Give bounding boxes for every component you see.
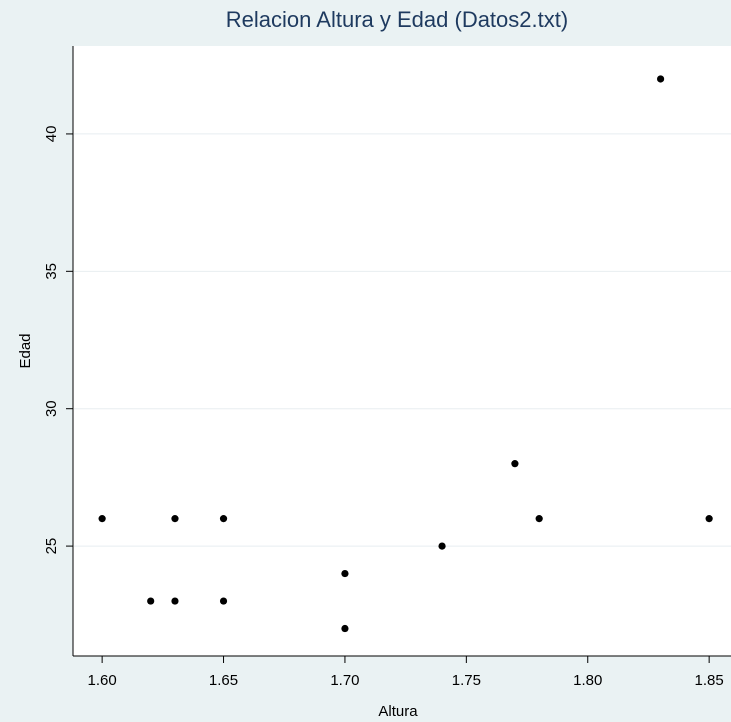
data-point [219,515,228,523]
y-tick-label: 40 [43,126,60,143]
data-point [341,624,349,633]
data-point [171,597,179,605]
x-tick-label: 1.75 [452,672,481,689]
x-axis-ticks: 1.60 1.65 1.70 1.75 1.80 1.85 [88,656,724,689]
data-point [98,515,106,523]
data-point [341,569,349,578]
x-tick-label: 1.60 [88,672,117,689]
x-tick-label: 1.70 [330,672,359,689]
data-point [705,515,713,523]
x-axis-label: Altura [378,703,418,720]
data-points [98,75,713,633]
x-tick-label: 1.85 [695,672,724,689]
grid-lines [74,133,731,547]
plot-area [73,46,731,656]
y-axis-ticks: 25 30 35 40 [43,126,73,555]
y-tick-label: 25 [43,538,60,555]
data-point [147,597,155,605]
y-axis-label: Edad [17,333,34,368]
x-tick-label: 1.65 [209,672,238,689]
data-point [438,542,446,550]
data-point [511,460,519,468]
y-tick-label: 30 [43,400,60,417]
x-tick-label: 1.80 [573,672,602,689]
chart-title: Relacion Altura y Edad (Datos2.txt) [226,7,568,32]
data-point [171,515,179,523]
data-point [535,515,543,523]
data-point [656,75,665,83]
data-point [219,597,228,605]
y-tick-label: 35 [43,263,60,280]
